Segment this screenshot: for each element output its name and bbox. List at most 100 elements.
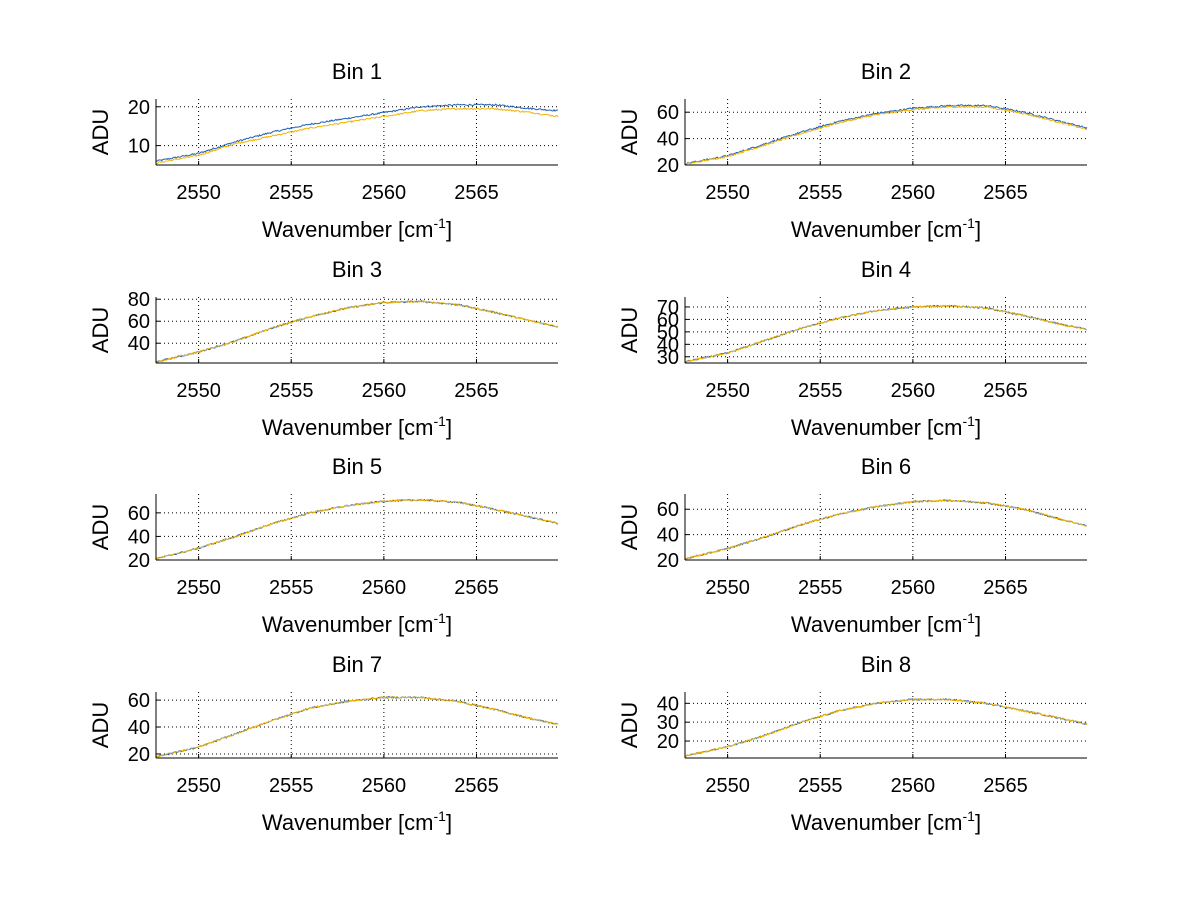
x-axis-label: Wavenumber [cm-1]	[791, 808, 981, 835]
x-tick-label: 2555	[798, 182, 843, 204]
y-tick-label: 40	[657, 693, 679, 715]
x-axis-label-end: ]	[446, 217, 452, 242]
y-axis-label: ADU	[88, 702, 113, 748]
y-tick-label: 30	[657, 712, 679, 734]
x-tick-label: 2565	[454, 182, 499, 204]
series-line-2	[684, 304, 1088, 363]
y-axis-label: ADU	[617, 307, 642, 353]
x-axis-label-end: ]	[446, 612, 452, 637]
x-axis-label-main: Wavenumber [cm	[262, 612, 434, 637]
subplot-bin-2: Bin 2 2550 2555 2560 2565 20 40 60 ADU Wavenumber…	[617, 59, 1088, 242]
x-axis-label-sup: -1	[963, 808, 976, 824]
subplot-title: Bin 8	[861, 652, 911, 677]
x-tick-label: 2555	[269, 182, 314, 204]
subplot-title: Bin 1	[332, 59, 382, 84]
x-tick-label: 2550	[176, 380, 221, 402]
y-tick-label: 80	[128, 289, 150, 311]
subplot-title: Bin 4	[861, 257, 911, 282]
x-tick-label: 2550	[176, 182, 221, 204]
x-tick-label: 2565	[454, 380, 499, 402]
x-tick-label: 2560	[891, 380, 936, 402]
series-line-1	[684, 304, 1088, 363]
x-axis-label-sup: -1	[963, 413, 976, 429]
x-tick-label: 2555	[798, 775, 843, 797]
x-axis-label-main: Wavenumber [cm	[791, 612, 963, 637]
series-line-1	[684, 698, 1088, 758]
x-axis-label-end: ]	[975, 612, 981, 637]
x-axis-label-end: ]	[975, 810, 981, 835]
subplot-title: Bin 5	[332, 454, 382, 479]
x-axis-label-sup: -1	[434, 808, 447, 824]
x-axis-label: Wavenumber [cm-1]	[791, 610, 981, 637]
x-tick-label: 2560	[362, 182, 407, 204]
x-tick-label: 2560	[891, 182, 936, 204]
x-tick-label: 2560	[362, 577, 407, 599]
series-line-1	[155, 300, 559, 362]
series-line-1	[684, 499, 1088, 560]
y-tick-label: 40	[128, 717, 150, 739]
subplot-title: Bin 3	[332, 257, 382, 282]
y-axis-label: ADU	[617, 109, 642, 155]
y-tick-label: 60	[128, 311, 150, 333]
x-axis-label-main: Wavenumber [cm	[262, 810, 434, 835]
x-axis-label-sup: -1	[434, 610, 447, 626]
x-tick-label: 2565	[983, 577, 1028, 599]
x-axis-label-sup: -1	[963, 610, 976, 626]
y-axis-label: ADU	[617, 702, 642, 748]
x-axis-label-main: Wavenumber [cm	[262, 217, 434, 242]
x-tick-label: 2565	[454, 775, 499, 797]
series-line-2	[155, 107, 559, 165]
y-tick-label: 60	[657, 102, 679, 124]
x-axis-label-end: ]	[975, 415, 981, 440]
y-tick-label: 40	[657, 129, 679, 151]
x-tick-label: 2555	[798, 577, 843, 599]
x-tick-label: 2550	[705, 380, 750, 402]
subplot-bin-6: Bin 6 2550 2555 2560 2565 20 40 60 ADU Wavenumber…	[617, 454, 1088, 637]
y-tick-label: 30	[657, 347, 679, 369]
subplot-bin-1: Bin 1 2550 2555 2560 2565 10 20 ADU Wavenumber […	[88, 59, 559, 242]
y-axis-label: ADU	[88, 504, 113, 550]
y-axis-label: ADU	[617, 504, 642, 550]
x-axis-label: Wavenumber [cm-1]	[791, 215, 981, 242]
y-tick-label: 60	[657, 309, 679, 331]
x-tick-label: 2565	[983, 775, 1028, 797]
x-axis-label: Wavenumber [cm-1]	[262, 215, 452, 242]
series-line-1	[155, 498, 559, 560]
x-axis-label: Wavenumber [cm-1]	[262, 413, 452, 440]
y-tick-label: 20	[128, 744, 150, 766]
y-tick-label: 10	[128, 136, 150, 158]
x-axis-label-sup: -1	[434, 413, 447, 429]
y-tick-label: 60	[128, 503, 150, 525]
y-tick-label: 40	[128, 333, 150, 355]
x-tick-label: 2560	[891, 775, 936, 797]
y-tick-label: 20	[657, 731, 679, 753]
x-axis-label: Wavenumber [cm-1]	[791, 413, 981, 440]
series-line-1	[684, 104, 1088, 165]
y-axis-label: ADU	[88, 109, 113, 155]
x-axis-label-main: Wavenumber [cm	[791, 810, 963, 835]
x-axis-label-main: Wavenumber [cm	[791, 217, 963, 242]
x-axis-label-main: Wavenumber [cm	[791, 415, 963, 440]
x-axis-label-end: ]	[975, 217, 981, 242]
x-axis-label: Wavenumber [cm-1]	[262, 610, 452, 637]
x-axis-label: Wavenumber [cm-1]	[262, 808, 452, 835]
series-line-1	[155, 103, 559, 162]
subplot-title: Bin 7	[332, 652, 382, 677]
x-tick-label: 2565	[983, 182, 1028, 204]
y-tick-label: 70	[657, 297, 679, 319]
series-line-2	[684, 698, 1088, 758]
series-line-2	[155, 695, 559, 758]
x-tick-label: 2550	[176, 577, 221, 599]
series-line-2	[684, 105, 1088, 166]
y-axis-label: ADU	[88, 307, 113, 353]
x-tick-label: 2560	[891, 577, 936, 599]
subplot-title: Bin 2	[861, 59, 911, 84]
y-tick-label: 20	[657, 550, 679, 572]
y-tick-label: 40	[657, 525, 679, 547]
y-tick-label: 20	[657, 155, 679, 177]
x-tick-label: 2550	[705, 577, 750, 599]
